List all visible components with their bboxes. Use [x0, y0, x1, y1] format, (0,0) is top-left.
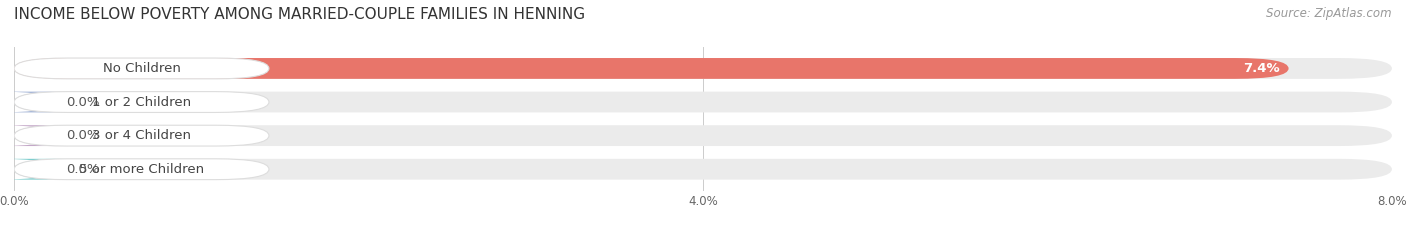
FancyBboxPatch shape	[14, 159, 269, 180]
Text: 7.4%: 7.4%	[1243, 62, 1279, 75]
Text: 0.0%: 0.0%	[66, 96, 100, 109]
FancyBboxPatch shape	[14, 92, 1392, 113]
Text: INCOME BELOW POVERTY AMONG MARRIED-COUPLE FAMILIES IN HENNING: INCOME BELOW POVERTY AMONG MARRIED-COUPL…	[14, 7, 585, 22]
Text: 5 or more Children: 5 or more Children	[79, 163, 204, 176]
FancyBboxPatch shape	[14, 92, 269, 113]
FancyBboxPatch shape	[14, 58, 1392, 79]
Text: No Children: No Children	[103, 62, 180, 75]
FancyBboxPatch shape	[14, 58, 1289, 79]
Text: 3 or 4 Children: 3 or 4 Children	[91, 129, 191, 142]
FancyBboxPatch shape	[14, 125, 1392, 146]
Text: 0.0%: 0.0%	[66, 129, 100, 142]
FancyBboxPatch shape	[0, 125, 67, 146]
FancyBboxPatch shape	[14, 125, 269, 146]
FancyBboxPatch shape	[0, 159, 67, 180]
Text: 0.0%: 0.0%	[66, 163, 100, 176]
Text: 1 or 2 Children: 1 or 2 Children	[91, 96, 191, 109]
FancyBboxPatch shape	[14, 159, 1392, 180]
Text: Source: ZipAtlas.com: Source: ZipAtlas.com	[1267, 7, 1392, 20]
FancyBboxPatch shape	[14, 58, 269, 79]
FancyBboxPatch shape	[0, 92, 67, 113]
